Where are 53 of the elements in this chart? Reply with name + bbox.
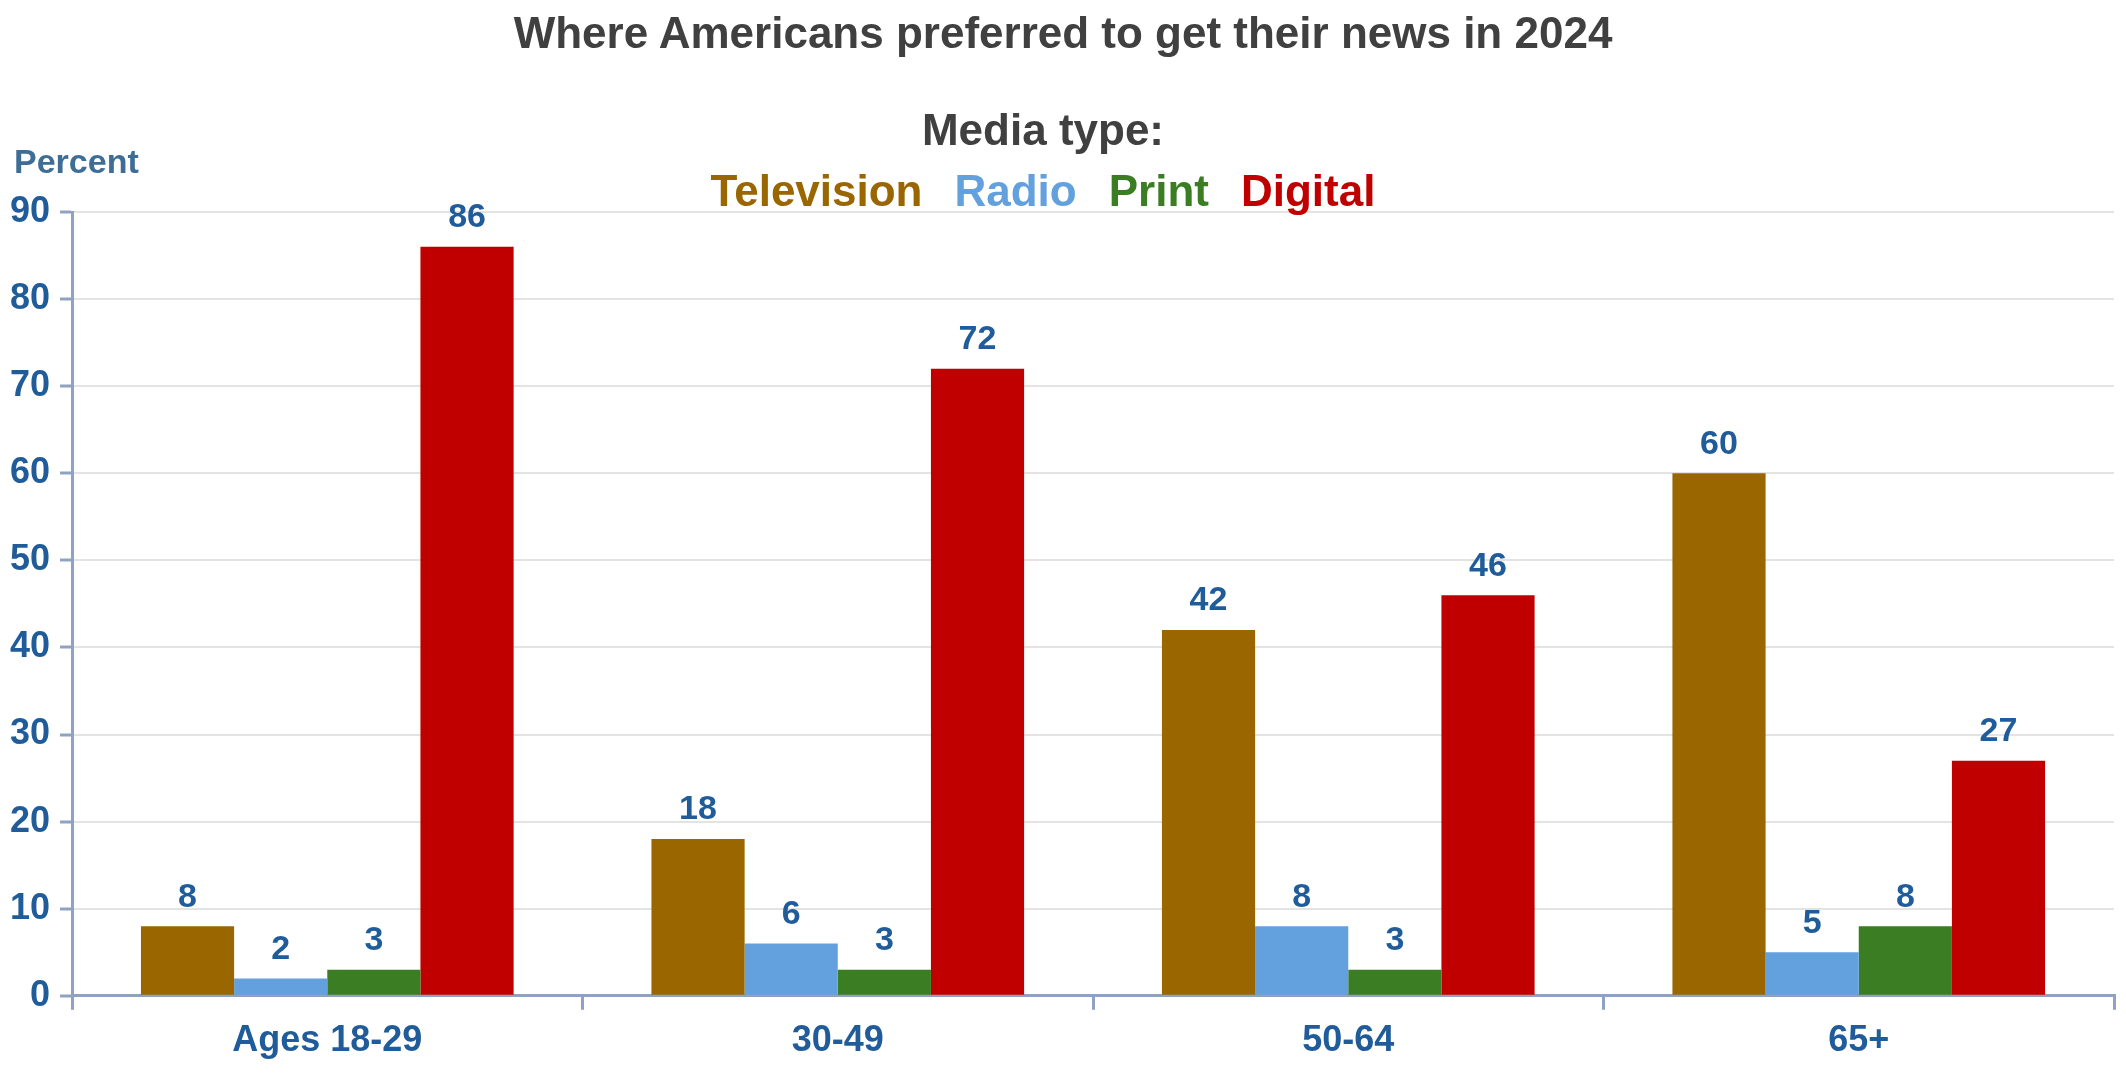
y-tick-label: 90: [10, 188, 51, 230]
bar: [1255, 926, 1349, 995]
data-label: 3: [1385, 919, 1405, 958]
data-label: 6: [781, 892, 801, 931]
bar: [327, 969, 421, 995]
y-tick-label: 10: [10, 885, 51, 927]
bar: [1441, 595, 1535, 995]
bar: [930, 368, 1025, 995]
x-tick-label: 30-49: [791, 1018, 884, 1060]
data-label: 60: [1700, 422, 1738, 461]
data-label: 27: [1979, 710, 2018, 749]
bar: [1348, 969, 1442, 995]
y-tick-label: 30: [10, 711, 51, 753]
data-label: 86: [448, 196, 486, 235]
text: Radio: [954, 166, 1077, 215]
bar: [1951, 760, 2046, 995]
data-label: 3: [874, 919, 894, 958]
y-tick-label: 20: [10, 798, 51, 840]
y-tick-label: 60: [10, 450, 51, 492]
data-label: 72: [958, 318, 997, 357]
chart-title: Where Americans preferred to get their news in 2024: [512, 8, 1614, 58]
data-label: 8: [1292, 875, 1312, 914]
y-tick-label: 50: [10, 537, 51, 579]
bar: [140, 926, 235, 995]
y-axis-title: Percent: [14, 142, 139, 181]
bar: [420, 246, 514, 995]
bar: [1858, 926, 1952, 995]
data-label: 8: [1895, 875, 1915, 914]
x-tick-label: Ages 18-29: [232, 1018, 423, 1060]
y-tick-label: 70: [10, 363, 51, 405]
bar: [1765, 952, 1859, 995]
data-label: 46: [1469, 544, 1507, 583]
bar: [1161, 630, 1256, 995]
text: Television: [710, 166, 923, 215]
legend-title: Media type:: [921, 105, 1165, 154]
data-label: 42: [1189, 579, 1228, 618]
bar: [234, 978, 328, 995]
data-label: 3: [364, 919, 384, 958]
y-tick-label: 0: [30, 972, 51, 1014]
x-tick-label: 50-64: [1302, 1018, 1395, 1060]
data-label: 8: [178, 875, 197, 914]
bar: [837, 969, 931, 995]
y-tick-label: 80: [10, 276, 51, 318]
data-label: 2: [271, 927, 291, 966]
x-tick-label: 65+: [1828, 1018, 1890, 1060]
data-label: 18: [679, 788, 717, 827]
y-tick-label: 40: [10, 624, 51, 666]
text: Print: [1108, 166, 1209, 215]
bar: [651, 839, 745, 995]
bar: [1672, 473, 1766, 995]
data-label: 5: [1802, 901, 1822, 940]
bar: [744, 943, 838, 995]
text: Digital: [1240, 166, 1376, 215]
